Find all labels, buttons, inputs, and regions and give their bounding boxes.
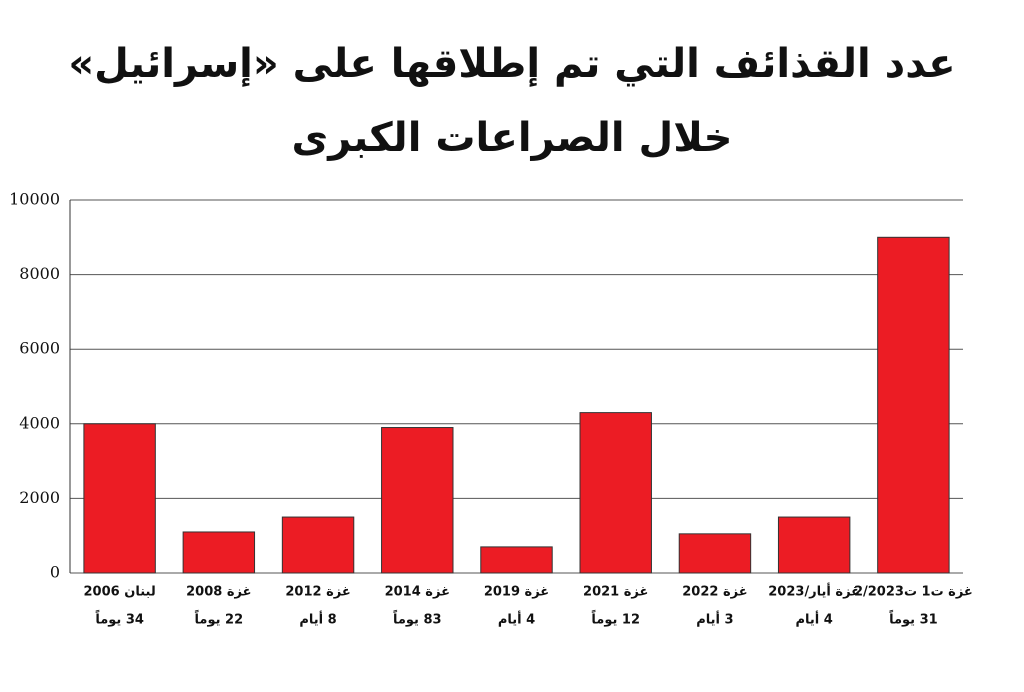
bar xyxy=(480,546,553,574)
y-tick-label: 0 xyxy=(50,563,60,582)
bar xyxy=(83,423,156,574)
x-tick-label: غزة 2022 xyxy=(682,585,747,600)
x-tick-label: غزة أيار/2023 xyxy=(768,583,860,600)
bar xyxy=(877,236,950,574)
x-tick-sublabel: 12 يوماً xyxy=(591,610,640,628)
chart-title: عدد القذائف التي تم إطلاقها على «إسرائيل… xyxy=(68,41,955,87)
y-tick-label: 6000 xyxy=(19,339,60,358)
x-tick-sublabel: 4 أيام xyxy=(498,611,535,628)
y-tick-label: 10000 xyxy=(9,190,60,209)
x-tick-sublabel: 3 أيام xyxy=(696,611,733,628)
x-tick-sublabel: 4 أيام xyxy=(796,611,833,628)
x-tick-sublabel: 31 يوماً xyxy=(889,610,938,628)
x-tick-sublabel: 22 يوماً xyxy=(195,610,244,628)
x-tick-label: غزة 2019 xyxy=(484,585,549,600)
chart-title: خلال الصراعات الكبرى xyxy=(292,115,733,161)
x-tick-sublabel: 83 يوماً xyxy=(393,610,442,628)
x-tick-sublabel: 34 يوماً xyxy=(95,610,144,628)
y-tick-label: 8000 xyxy=(19,264,60,283)
bar xyxy=(777,516,851,574)
bar xyxy=(579,412,652,574)
bar xyxy=(678,533,752,574)
bar xyxy=(281,516,355,574)
x-tick-label: غزة 2012 xyxy=(285,585,350,600)
x-tick-sublabel: 8 أيام xyxy=(299,611,336,628)
y-tick-label: 4000 xyxy=(19,413,60,432)
bar xyxy=(182,531,256,574)
x-tick-label: غزة 2008 xyxy=(186,585,251,600)
y-tick-label: 2000 xyxy=(19,488,60,507)
x-tick-label: غزة 2021 xyxy=(583,585,648,600)
x-tick-label: غزة 2014 xyxy=(385,585,450,600)
bar xyxy=(381,427,454,574)
x-tick-label: لبنان 2006 xyxy=(84,585,156,600)
x-tick-label: غزة ت1 ت2/2023 xyxy=(854,585,973,600)
